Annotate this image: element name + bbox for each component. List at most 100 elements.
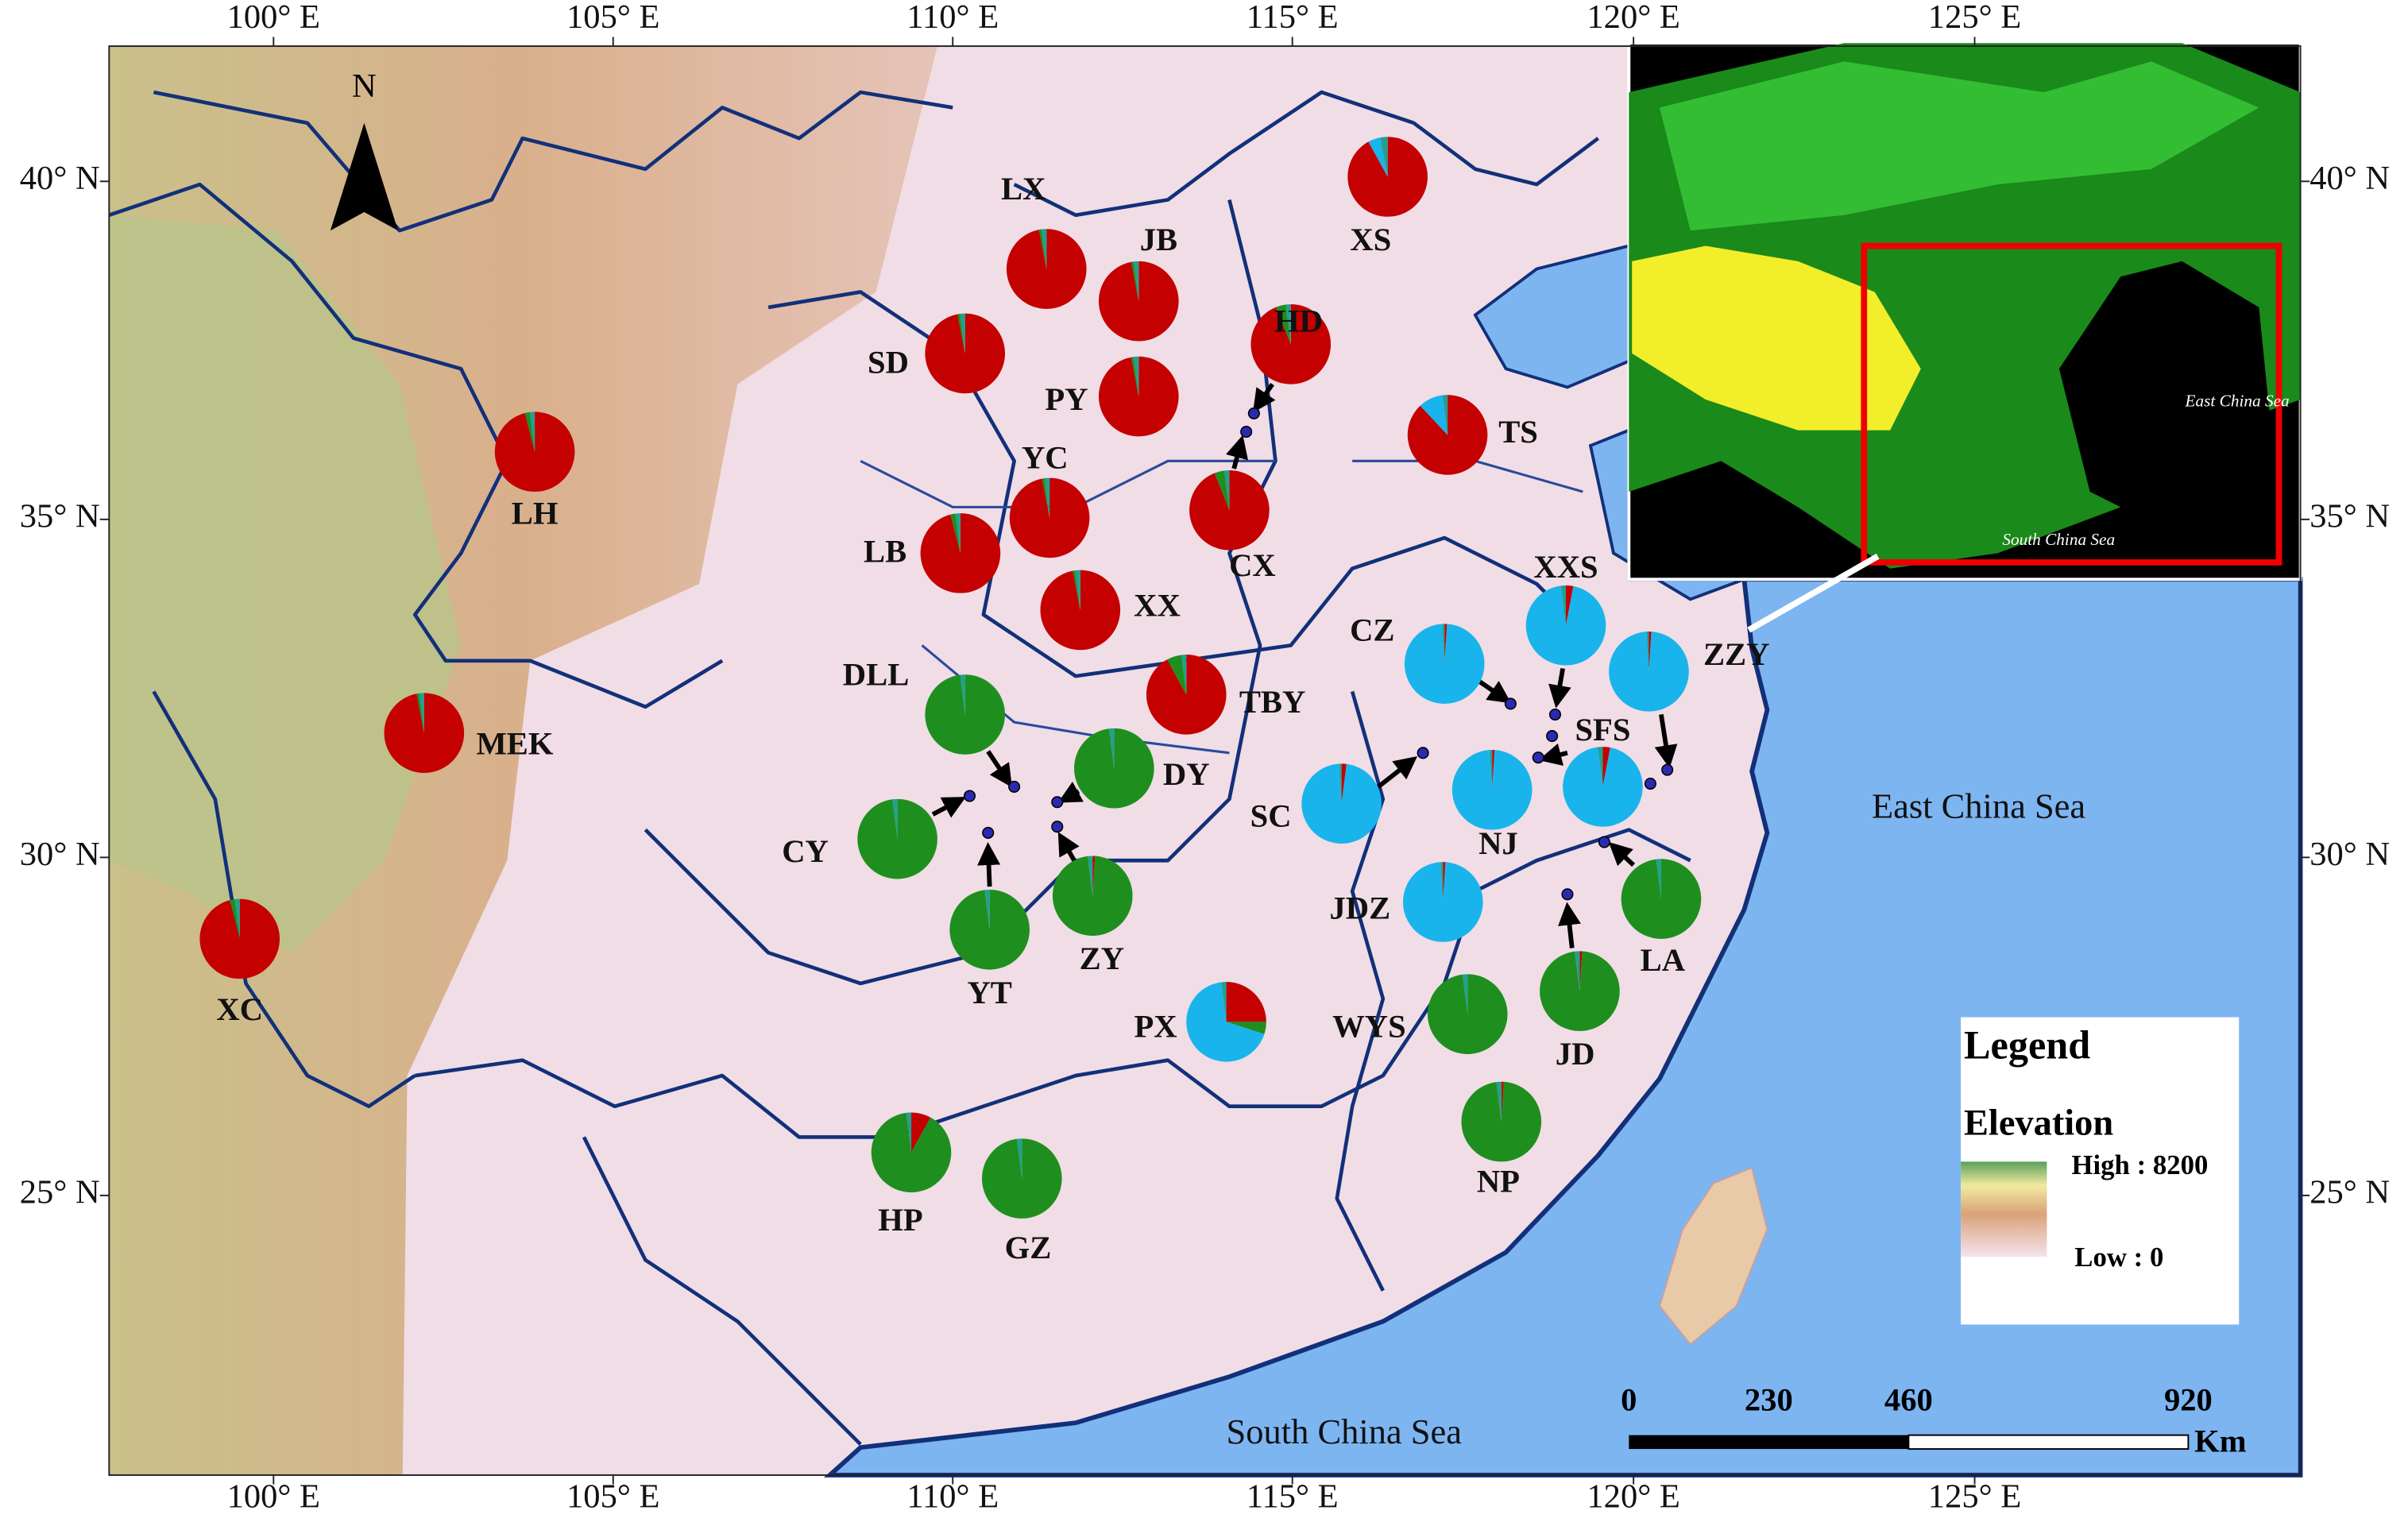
pie-slice [1186, 982, 1265, 1062]
pie-slice [1444, 624, 1448, 664]
site-pie [1407, 395, 1488, 475]
site-pie [1461, 1081, 1542, 1162]
pie-slice [911, 1112, 931, 1153]
site-label: WYS [1332, 1008, 1406, 1044]
pie-slice [1009, 477, 1090, 558]
pie-slice [1427, 974, 1508, 1054]
site-label: ZZY [1703, 636, 1770, 672]
sample-point [1561, 888, 1574, 901]
pie-slice [1341, 763, 1347, 804]
inset-pointer [1747, 553, 1880, 633]
pie-slice [1133, 356, 1139, 397]
pie-slice [1492, 749, 1495, 790]
site-pie [1563, 747, 1643, 827]
pie-slice [1404, 624, 1485, 704]
pie-slice [524, 411, 535, 452]
pie-slice [1442, 395, 1448, 435]
pie-slice [1092, 856, 1096, 896]
lat-label: 25° N [2309, 1174, 2390, 1211]
sample-point [1240, 426, 1253, 438]
pie-slice [950, 513, 960, 554]
pie-slice [1540, 951, 1620, 1031]
site-label: GZ [1005, 1230, 1052, 1265]
site-arrow [977, 842, 1001, 887]
lon-label: 100° E [227, 0, 320, 36]
inset-tibet [1632, 245, 1921, 431]
sample-point [1417, 747, 1429, 759]
site-arrow [1538, 743, 1568, 767]
pie-slice [892, 798, 898, 840]
pie-slice [1602, 747, 1610, 787]
pie-slice [1146, 655, 1227, 735]
pie-slice [1099, 261, 1179, 342]
pie-slice [1380, 137, 1388, 177]
site-label: TS [1498, 414, 1538, 450]
legend-low: Low : 0 [2074, 1242, 2163, 1273]
pie-slice [1131, 261, 1139, 302]
site-label: XC [216, 991, 263, 1027]
inset-plateau [1660, 61, 2259, 231]
pie-slice [1041, 229, 1047, 269]
site-pie [1250, 304, 1332, 384]
pie-slice [1420, 395, 1448, 435]
sample-point [1548, 708, 1562, 721]
sample-point [1051, 821, 1064, 833]
site-pie [1189, 469, 1270, 550]
site-pie [857, 798, 937, 879]
pie-slice [1579, 951, 1583, 991]
site-pie [1402, 862, 1483, 942]
pie-slice [1490, 749, 1493, 790]
site-label: YC [1022, 440, 1069, 476]
pie-slice [1073, 570, 1080, 610]
site-links [931, 382, 1678, 948]
pie-slice [419, 693, 424, 733]
pie-slice [1646, 632, 1649, 672]
site-arrow [1057, 781, 1084, 803]
site-label: PX [1134, 1008, 1177, 1044]
pie-slice [1656, 859, 1661, 899]
pie-slice [1443, 862, 1446, 902]
lon-label: 105° E [566, 0, 659, 36]
site-arrow [1558, 902, 1581, 948]
site-label: HD [1274, 303, 1323, 338]
pie-slice [1462, 974, 1468, 1014]
sample-point [982, 826, 995, 839]
pie-slice [1044, 477, 1050, 518]
pie-slice [906, 1112, 912, 1153]
pie-slice [1038, 229, 1047, 269]
site-label: LA [1641, 942, 1686, 978]
site-label: HP [878, 1202, 922, 1238]
site-label: SD [868, 345, 909, 380]
site-label: NP [1477, 1164, 1520, 1199]
lon-label: 115° E [1247, 0, 1339, 36]
pie-slice [1368, 137, 1388, 177]
site-pie [920, 513, 1001, 593]
scale-label: 0 [1621, 1381, 1637, 1417]
site-label: ZY [1080, 941, 1124, 976]
pie-slice [1099, 356, 1179, 437]
site-pie [1347, 137, 1428, 217]
border [414, 828, 1691, 1139]
pie-slice [1016, 1138, 1022, 1179]
pie-slice [1339, 763, 1342, 804]
pie-slice [1224, 469, 1230, 511]
site-pie [199, 898, 280, 979]
site-pies: XS LX JB HD SD PY TS LH YC CX LB XX XXS CZ ZZY DLL TBY ME… [199, 137, 1769, 1265]
pie-slice [384, 693, 465, 773]
sample-point [1661, 763, 1674, 776]
scale-label: 230 [1745, 1381, 1793, 1417]
pie-slice [1461, 1081, 1542, 1162]
scale-unit: Km [2194, 1423, 2247, 1459]
lat-label: 40° N [2309, 160, 2390, 197]
pie-slice [1301, 763, 1382, 844]
pie-slice [1621, 859, 1702, 939]
site-pie [949, 889, 1030, 970]
sample-point [1247, 407, 1260, 419]
legend-title: Legend [1964, 1023, 2090, 1068]
site-arrow [1608, 841, 1636, 867]
sample-point [1051, 796, 1064, 809]
pie-slice [1087, 856, 1093, 896]
site-pie [981, 1138, 1062, 1219]
pie-slice [1226, 1022, 1266, 1034]
